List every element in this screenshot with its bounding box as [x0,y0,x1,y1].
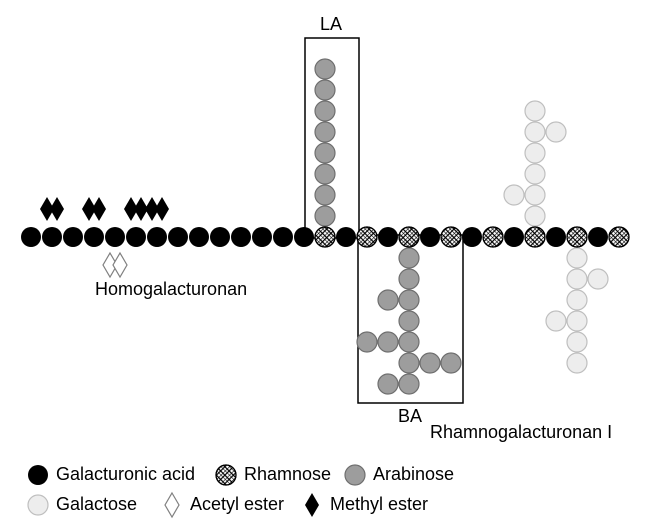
branch-2-sugar-7 [504,185,524,205]
branch-3-sugar-4 [567,332,587,352]
branch-3-sugar-0 [567,248,587,268]
legend-label-2: Arabinose [373,464,454,484]
backbone-sugar-16-overlay [357,227,377,247]
backbone-sugar-11 [252,227,272,247]
branch-0-sugar-3 [315,143,335,163]
backbone-sugar-24-overlay [525,227,545,247]
branch-0-sugar-4 [315,122,335,142]
backbone-sugar-6 [147,227,167,247]
branch-3-sugar-6 [546,311,566,331]
branch-3-sugar-3 [567,311,587,331]
pectin-diagram: LA BA Homogalacturonan Rhamnogalacturonan I… [0,0,653,528]
backbone-sugar-15 [336,227,356,247]
legend-label-4: Acetyl ester [190,494,284,514]
branch-0-sugar-0 [315,206,335,226]
branch-0-sugar-2 [315,164,335,184]
backbone-sugar-28-overlay [609,227,629,247]
branch-2-sugar-0 [525,206,545,226]
branch-2-sugar-3 [525,143,545,163]
backbone-sugar-2 [63,227,83,247]
branch-3-sugar-7 [588,269,608,289]
branch-1-sugar-6 [378,332,398,352]
backbone-sugar-20-overlay [441,227,461,247]
branch-1-sugar-7 [357,332,377,352]
backbone-sugar-19 [420,227,440,247]
legend-icon-2 [345,465,365,485]
backbone-sugar-10 [231,227,251,247]
branch-0-sugar-7 [315,59,335,79]
branch-0-sugar-6 [315,80,335,100]
backbone-sugar-25 [546,227,566,247]
label-BA: BA [398,406,422,426]
branch-1-sugar-9 [399,374,419,394]
legend-label-0: Galacturonic acid [56,464,195,484]
legend-icon-4 [165,493,179,517]
backbone-sugar-9 [210,227,230,247]
backbone-sugar-27 [588,227,608,247]
backbone-sugar-1 [42,227,62,247]
backbone-sugar-26-overlay [567,227,587,247]
label-rhamnogalacturonan: Rhamnogalacturonan I [430,422,612,442]
branch-1-sugar-8 [399,353,419,373]
legend-icon-5 [305,493,319,517]
branch-1-sugar-5 [399,332,419,352]
branch-2-sugar-1 [525,185,545,205]
backbone-sugar-21 [462,227,482,247]
acetyl-ester-1 [113,253,127,277]
backbone-sugar-7 [168,227,188,247]
methyl-ester-3 [92,197,106,221]
methyl-ester-7 [155,197,169,221]
branch-1-sugar-0 [399,248,419,268]
legend-label-5: Methyl ester [330,494,428,514]
label-homogalacturonan: Homogalacturonan [95,279,247,299]
branch-1-sugar-3 [378,290,398,310]
backbone-sugar-13 [294,227,314,247]
branch-1-sugar-1 [399,269,419,289]
branch-1-sugar-11 [420,353,440,373]
backbone-sugar-5 [126,227,146,247]
backbone-sugar-23 [504,227,524,247]
branch-3-sugar-1 [567,269,587,289]
backbone-sugar-0 [21,227,41,247]
backbone-sugar-4 [105,227,125,247]
branch-2-sugar-2 [525,164,545,184]
backbone-sugar-3 [84,227,104,247]
legend-label-3: Galactose [56,494,137,514]
legend-label-1: Rhamnose [244,464,331,484]
branch-2-sugar-5 [525,101,545,121]
backbone-sugar-14-overlay [315,227,335,247]
legend-icon-0 [28,465,48,485]
backbone-sugar-12 [273,227,293,247]
branch-0-sugar-5 [315,101,335,121]
branch-1-sugar-2 [399,290,419,310]
methyl-ester-1 [50,197,64,221]
label-LA: LA [320,14,342,34]
branch-1-sugar-12 [441,353,461,373]
backbone-sugar-22-overlay [483,227,503,247]
branch-2-sugar-4 [525,122,545,142]
branch-3-sugar-2 [567,290,587,310]
branch-2-sugar-6 [546,122,566,142]
branch-1-sugar-4 [399,311,419,331]
legend-icon-1-overlay [216,465,236,485]
branch-3-sugar-5 [567,353,587,373]
legend-icon-3 [28,495,48,515]
backbone-sugar-8 [189,227,209,247]
branch-1-sugar-10 [378,374,398,394]
backbone-sugar-18-overlay [399,227,419,247]
branch-0-sugar-1 [315,185,335,205]
backbone-sugar-17 [378,227,398,247]
